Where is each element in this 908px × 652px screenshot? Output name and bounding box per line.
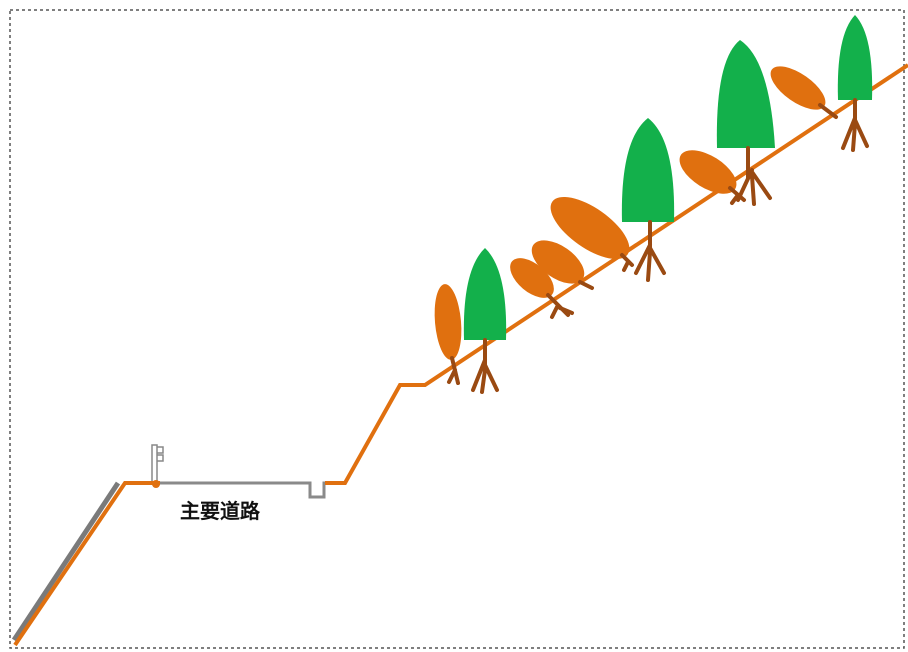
slope-surface [11,481,121,642]
frame [9,9,905,649]
slope-line [325,63,908,485]
slope-line [13,481,160,647]
orange-trees [434,66,838,385]
green-trees [463,15,873,394]
road-label: 主要道路 [180,499,261,523]
